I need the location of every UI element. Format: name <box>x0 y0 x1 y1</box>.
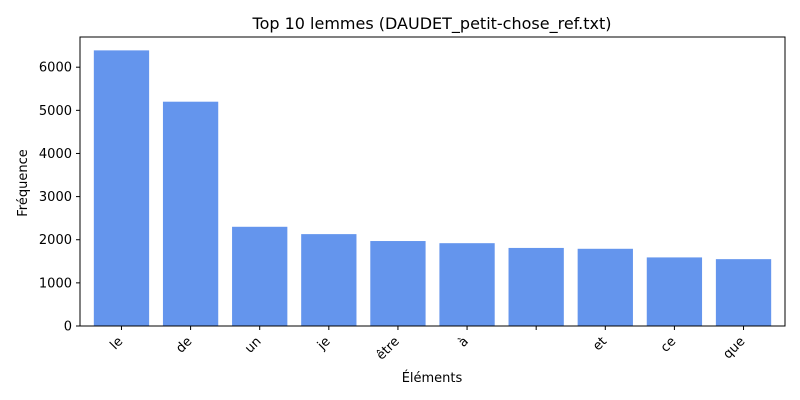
y-tick-label: 3000 <box>39 190 72 205</box>
x-tick-label: être <box>374 334 403 363</box>
plot-area: 0 1000 2000 3000 4000 5000 6000 le de un je être à et… <box>39 36 786 363</box>
y-tick-label: 0 <box>64 320 72 335</box>
y-tick-label: 5000 <box>39 104 72 119</box>
x-tick-label: un <box>242 334 264 356</box>
y-tick-label: 2000 <box>39 233 72 248</box>
y-axis-title: Fréquence <box>16 149 31 216</box>
chart-title: Top 10 lemmes (DAUDET_petit-chose_ref.tx… <box>252 14 612 34</box>
x-tick-label: je <box>314 334 334 354</box>
y-tick-label: 6000 <box>39 61 72 76</box>
bar <box>439 243 495 326</box>
bar <box>232 226 288 326</box>
y-tick-label: 4000 <box>39 147 72 162</box>
plot-frame <box>79 36 786 327</box>
bar <box>577 248 633 326</box>
bar <box>93 50 150 326</box>
x-axis-title: Éléments <box>402 370 463 386</box>
bar <box>646 257 703 326</box>
x-tick-label: le <box>107 334 126 353</box>
bar <box>301 234 357 326</box>
bar <box>370 241 426 326</box>
x-tick-label: que <box>720 334 748 362</box>
bar <box>162 101 219 326</box>
x-tick-label: et <box>590 334 610 354</box>
bar <box>715 259 772 326</box>
x-tick-label: à <box>456 334 472 350</box>
x-tick-label: ce <box>658 334 679 355</box>
x-tick-label: de <box>173 334 195 356</box>
bar <box>508 247 564 326</box>
y-tick-label: 1000 <box>39 276 72 291</box>
